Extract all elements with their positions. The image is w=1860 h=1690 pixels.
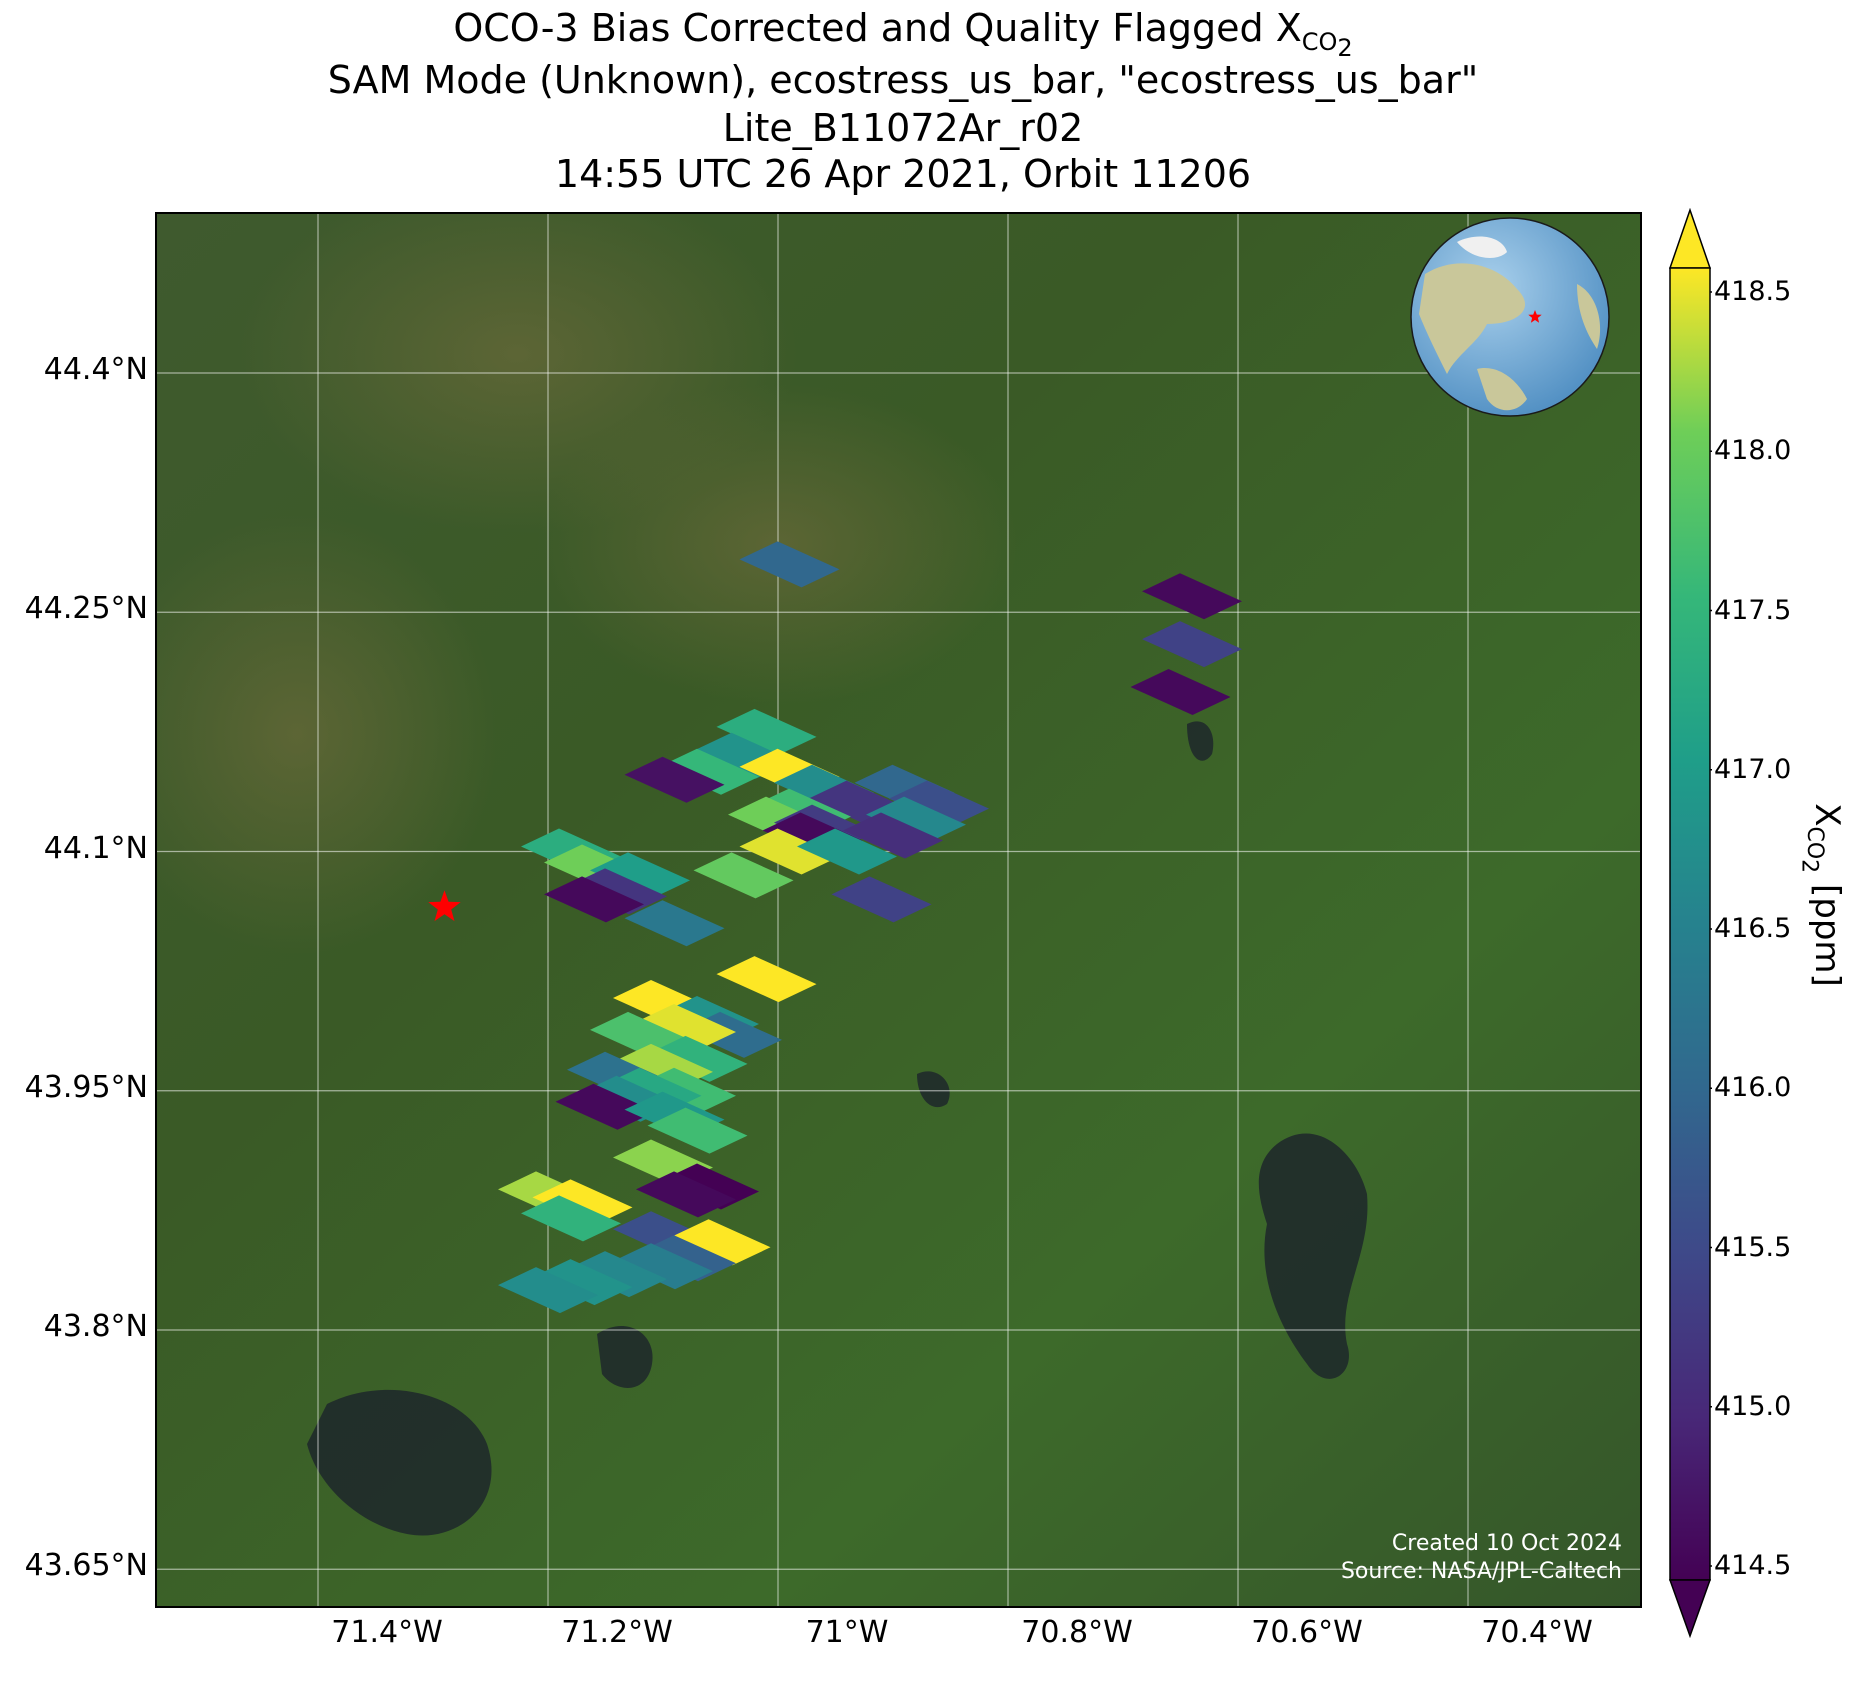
lake-small [597, 1325, 653, 1388]
colorbar-tick-label: 417.5 [1714, 594, 1792, 626]
xco2-sounding [843, 812, 943, 859]
xco2-sounding [498, 1267, 598, 1314]
lat-tick: 44.25°N [24, 591, 148, 626]
xco2-sounding [647, 1107, 748, 1154]
globe-north-america [1419, 263, 1526, 374]
lon-tick: 70.4°W [1481, 1615, 1593, 1650]
xco2-sounding [532, 1259, 633, 1306]
xco2-sounding [659, 748, 759, 795]
xco2-sounding [613, 1243, 713, 1290]
globe-europe-africa [1577, 284, 1601, 349]
colorbar-gradient [1669, 267, 1711, 1581]
lat-tick: 44.1°N [43, 831, 148, 866]
globe-greenland [1457, 236, 1507, 258]
chart-title-line4: 14:55 UTC 26 Apr 2021, Orbit 11206 [554, 152, 1252, 196]
xco2-sounding [521, 1195, 621, 1242]
cb-label-suffix: [ppm] [1807, 873, 1848, 987]
xco2-sounding [544, 876, 644, 923]
xco2-sounding [670, 1219, 771, 1266]
colorbar-extend-min [1668, 1579, 1712, 1638]
lon-tick: 71.4°W [331, 1615, 443, 1650]
satellite-map[interactable]: Created 10 Oct 2024 Source: NASA/JPL-Cal… [155, 212, 1642, 1608]
colorbar-tick-label: 414.5 [1714, 1550, 1792, 1581]
lat-tick: 43.8°N [43, 1309, 148, 1344]
lake-small [917, 1071, 950, 1108]
xco2-sounding [716, 708, 817, 755]
xco2-sounding [693, 852, 794, 899]
cb-label-subsub: 2 [1796, 859, 1822, 874]
chart-title-line2: SAM Mode (Unknown), ecostress_us_bar, "e… [327, 58, 1479, 102]
xco2-sounding [636, 1171, 736, 1218]
xco2-sounding [555, 1083, 656, 1130]
colorbar-tick-label: 416.5 [1714, 913, 1792, 944]
xco2-sounding [659, 1163, 759, 1210]
xco2-sounding [567, 868, 667, 915]
xco2-sounding [567, 1251, 667, 1298]
xco2-sounding [636, 1003, 736, 1050]
lon-tick: 71.2°W [561, 1615, 673, 1650]
colorbar [1668, 208, 1712, 1638]
title-subsub: 2 [1337, 33, 1353, 62]
title-sub: CO [1301, 27, 1338, 56]
lake-small [1187, 721, 1214, 761]
cb-label-prefix: X [1807, 803, 1848, 827]
xco2-sounding [532, 1179, 633, 1226]
chart-title-line1: OCO-3 Bias Corrected and Quality Flagged… [0, 6, 1806, 69]
colorbar-tick-label: 415.0 [1714, 1390, 1792, 1422]
globe-south-america [1477, 368, 1527, 411]
lon-tick: 70.6°W [1251, 1615, 1363, 1650]
target-star-marker[interactable] [428, 890, 461, 922]
chart-title-line3: Lite_B11072Ar_r02 [722, 106, 1084, 150]
lat-tick: 43.95°N [24, 1070, 148, 1105]
xco2-sounding [739, 541, 840, 588]
colorbar-tick-marks [1710, 291, 1712, 1567]
xco2-sounding [889, 780, 989, 827]
colorbar-tick-label: 418.5 [1714, 276, 1792, 307]
lat-tick: 43.65°N [24, 1548, 148, 1583]
xco2-sounding [831, 876, 932, 923]
lake-southwest [307, 1389, 492, 1536]
credit-created: Created 10 Oct 2024 [1391, 1531, 1622, 1556]
xco2-sounding [797, 828, 897, 875]
xco2-sounding [1130, 669, 1231, 715]
colorbar-label: XCO2 [ppm] [1797, 803, 1847, 987]
colorbar-tick-label: 415.5 [1714, 1231, 1792, 1263]
colorbar-tick-label: 417.0 [1714, 753, 1792, 785]
lake-large [1258, 1133, 1368, 1379]
map-canvas [157, 214, 1640, 1606]
xco2-sounding [590, 852, 690, 899]
lakes [307, 721, 1368, 1536]
lat-tick: 44.4°N [43, 352, 148, 387]
colorbar-extend-max [1668, 208, 1712, 269]
xco2-soundings [498, 541, 1242, 1314]
xco2-sounding [1142, 573, 1242, 620]
xco2-sounding [624, 900, 725, 947]
xco2-sounding [624, 756, 725, 803]
xco2-sounding [647, 1035, 748, 1082]
colorbar-tick-label: 418.0 [1714, 435, 1792, 467]
mountain-region [157, 514, 497, 954]
title-text: OCO-3 Bias Corrected and Quality Flagged… [453, 6, 1302, 50]
colorbar-tick-label: 416.0 [1714, 1072, 1792, 1104]
lon-tick: 70.8°W [1021, 1615, 1133, 1650]
xco2-sounding [739, 828, 840, 875]
xco2-sounding [866, 796, 966, 843]
credit-source: Source: NASA/JPL-Caltech [1340, 1559, 1622, 1584]
globe-star-icon [1528, 310, 1542, 323]
xco2-sounding [636, 1235, 736, 1282]
cb-label-sub: CO [1802, 826, 1828, 860]
lon-tick: 71°W [805, 1615, 889, 1650]
xco2-sounding [716, 956, 817, 1003]
xco2-sounding [1142, 621, 1242, 668]
globe-inset [1410, 217, 1610, 417]
